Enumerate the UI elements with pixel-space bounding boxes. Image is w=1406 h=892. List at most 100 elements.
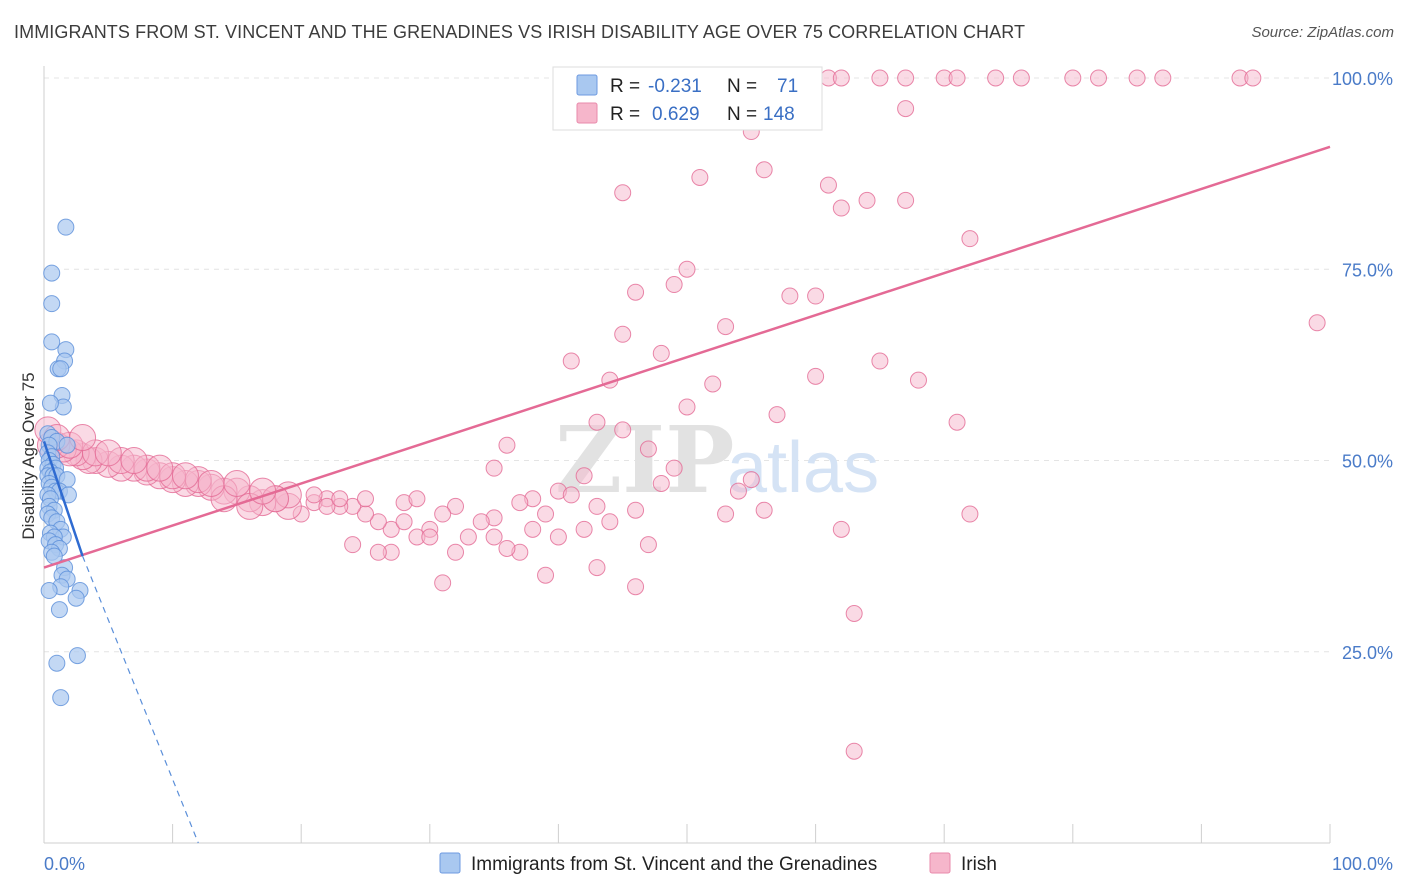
point-series1-34	[871, 352, 889, 370]
point-series1-56	[588, 497, 606, 515]
point-series1-58	[717, 505, 735, 523]
point-series1-59	[755, 501, 773, 519]
watermark-atlas: atlas	[727, 428, 879, 508]
point-series0-56	[68, 647, 86, 665]
point-series1-114	[369, 543, 387, 561]
watermark: ZIP atlas	[555, 406, 879, 514]
point-series1-4	[897, 69, 915, 87]
point-series1-110	[639, 536, 657, 554]
point-series1-10	[1090, 69, 1108, 87]
legend-swatch-irish	[576, 102, 598, 124]
point-series1-50	[652, 474, 670, 492]
bottom-legend-label-irish: Irish	[961, 854, 997, 875]
point-series0-57	[48, 654, 66, 672]
bottom-legend: Immigrants from St. Vincent and the Gren…	[439, 852, 997, 875]
point-series1-24	[961, 230, 979, 248]
watermark-zip: ZIP	[555, 406, 734, 514]
point-series1-2	[832, 69, 850, 87]
point-series1-19	[819, 176, 837, 194]
point-series1-22	[858, 191, 876, 209]
source-credit: Source: ZipAtlas.com	[1251, 24, 1394, 41]
bottom-legend-swatch-irish	[929, 852, 951, 874]
point-series1-27	[627, 283, 645, 301]
point-series1-51	[729, 482, 747, 500]
point-series1-40	[768, 406, 786, 424]
point-series1-55	[511, 494, 529, 512]
point-series1-67	[382, 520, 400, 538]
point-series1-15	[897, 100, 915, 118]
point-series1-129	[357, 490, 374, 508]
legend-n-value-2: 148	[763, 104, 795, 125]
point-series1-18	[691, 168, 709, 186]
point-series1-35	[807, 367, 825, 385]
point-series1-49	[742, 471, 760, 489]
point-series1-106	[537, 566, 555, 584]
point-series1-29	[807, 287, 825, 305]
legend: R = -0.231 N = 71 R = 0.629 N = 148	[552, 66, 823, 131]
point-series1-12	[1154, 69, 1172, 87]
series-1-points	[34, 69, 1326, 760]
point-series1-113	[459, 528, 477, 546]
point-series0-1	[43, 264, 61, 282]
point-series1-108	[627, 578, 645, 596]
x-tick-label-0: 0.0%	[44, 854, 85, 874]
legend-swatch-immigrants	[576, 74, 598, 96]
point-series1-68	[369, 513, 387, 531]
point-series1-63	[472, 513, 490, 531]
point-series1-60	[447, 497, 465, 515]
point-series1-25	[678, 260, 696, 278]
point-series1-126	[305, 486, 323, 504]
point-series1-7	[987, 69, 1005, 87]
point-series0-55	[50, 601, 68, 619]
legend-n-label-2: N =	[727, 104, 757, 125]
point-series0-15	[58, 436, 76, 454]
point-series1-128	[331, 490, 349, 508]
point-series1-11	[1128, 69, 1146, 87]
point-series1-145	[197, 469, 225, 497]
point-series1-48	[575, 467, 593, 485]
point-series1-9	[1064, 69, 1082, 87]
point-series1-116	[395, 513, 413, 531]
point-series1-117	[421, 528, 439, 546]
point-series1-39	[678, 398, 696, 416]
point-series1-62	[434, 505, 452, 523]
point-series0-58	[52, 689, 70, 707]
y-tick-label-3: 25.0%	[1342, 643, 1393, 663]
point-series1-146	[223, 469, 251, 497]
point-series1-142	[120, 447, 148, 474]
legend-n-value-1: 71	[777, 76, 798, 97]
point-series1-144	[171, 462, 199, 490]
point-series1-33	[562, 352, 580, 370]
point-series1-17	[755, 161, 773, 179]
point-series1-47	[665, 459, 683, 477]
point-series0-3	[43, 333, 61, 351]
point-series1-23	[897, 191, 915, 209]
trend-line-immigrants-extension	[82, 555, 199, 844]
point-series1-120	[447, 543, 465, 561]
point-series1-43	[614, 421, 632, 439]
point-series1-111	[485, 528, 503, 546]
legend-r-value-1: -0.231	[648, 76, 702, 97]
point-series1-3	[871, 69, 889, 87]
y-axis-title: Disability Age Over 75	[19, 372, 38, 539]
trend-line-immigrants	[42, 440, 84, 557]
point-series1-109	[961, 505, 979, 523]
y-tick-label-0: 100.0%	[1332, 69, 1393, 89]
point-series0-7	[52, 360, 70, 378]
point-series1-57	[627, 501, 645, 519]
point-series0-53	[40, 582, 58, 600]
point-series0-0	[57, 218, 75, 236]
point-series1-115	[344, 536, 362, 554]
trend-lines	[42, 145, 1331, 844]
point-series1-31	[614, 325, 632, 343]
legend-frame	[552, 66, 823, 131]
point-series1-123	[1308, 314, 1326, 332]
point-series1-46	[485, 459, 503, 477]
y-tick-label-1: 75.0%	[1342, 260, 1393, 280]
point-series0-54	[67, 589, 85, 607]
chart-title: IMMIGRANTS FROM ST. VINCENT AND THE GREN…	[14, 22, 1026, 42]
tick-labels: 100.0% 75.0% 50.0% 25.0% 0.0% 100.0%	[44, 69, 1393, 874]
point-series1-105	[588, 559, 606, 577]
point-series1-103	[498, 539, 516, 557]
point-series1-101	[549, 528, 567, 546]
